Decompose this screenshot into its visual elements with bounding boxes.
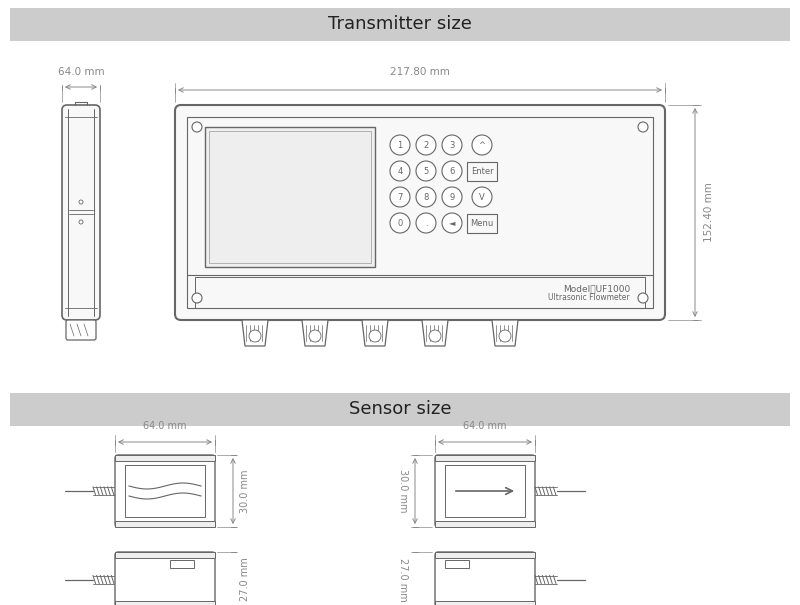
Text: 5: 5 (423, 166, 429, 175)
Bar (435, 601, 535, 605)
Text: Enter: Enter (470, 166, 494, 175)
Text: 4: 4 (398, 166, 402, 175)
Text: 0: 0 (398, 218, 402, 227)
Bar (10, 393, 790, 426)
Circle shape (416, 187, 436, 207)
FancyBboxPatch shape (435, 552, 535, 605)
Circle shape (369, 330, 381, 342)
Bar (467, 214, 497, 232)
Circle shape (416, 135, 436, 155)
Circle shape (442, 187, 462, 207)
Text: Menu: Menu (470, 218, 494, 227)
Bar (445, 560, 469, 568)
Circle shape (442, 161, 462, 181)
Bar (115, 601, 215, 605)
Bar (195, 277, 645, 308)
Bar (435, 455, 535, 461)
Bar (10, 8, 790, 41)
Text: 64.0 mm: 64.0 mm (58, 67, 104, 77)
Circle shape (192, 122, 202, 132)
Bar (187, 117, 653, 308)
Circle shape (442, 135, 462, 155)
Polygon shape (422, 320, 448, 346)
Circle shape (390, 213, 410, 233)
Text: 64.0 mm: 64.0 mm (143, 421, 186, 431)
Circle shape (390, 135, 410, 155)
Circle shape (499, 330, 511, 342)
Bar (435, 521, 535, 527)
Circle shape (472, 187, 492, 207)
Text: Sensor size: Sensor size (349, 400, 451, 418)
Circle shape (390, 187, 410, 207)
Bar (445, 465, 525, 517)
Text: 7: 7 (398, 192, 402, 201)
Text: 1: 1 (398, 140, 402, 149)
Circle shape (192, 293, 202, 303)
Text: Model：UF1000: Model：UF1000 (562, 284, 630, 293)
Text: 8: 8 (423, 192, 429, 201)
Circle shape (390, 161, 410, 181)
Polygon shape (492, 320, 518, 346)
Circle shape (249, 330, 261, 342)
Text: .: . (425, 218, 427, 227)
Bar (467, 162, 497, 180)
FancyBboxPatch shape (435, 455, 535, 527)
Circle shape (79, 200, 83, 204)
Text: Transmitter size: Transmitter size (328, 15, 472, 33)
Text: ◄: ◄ (449, 218, 455, 227)
Circle shape (79, 220, 83, 224)
Text: 152.40 mm: 152.40 mm (704, 183, 714, 243)
Circle shape (472, 135, 492, 155)
Text: 64.0 mm: 64.0 mm (463, 421, 506, 431)
Bar (170, 560, 194, 568)
Text: 9: 9 (450, 192, 454, 201)
Bar (205, 127, 375, 267)
Text: 2: 2 (423, 140, 429, 149)
Bar (209, 131, 371, 263)
Text: 30.0 mm: 30.0 mm (240, 469, 250, 513)
Text: 3: 3 (450, 140, 454, 149)
Bar (125, 465, 205, 517)
Text: 6: 6 (450, 166, 454, 175)
Text: 27.0 mm: 27.0 mm (240, 558, 250, 601)
Text: Ultrasonic Flowmeter: Ultrasonic Flowmeter (548, 293, 630, 302)
Text: 217.80 mm: 217.80 mm (390, 67, 450, 77)
FancyBboxPatch shape (62, 105, 100, 320)
Polygon shape (302, 320, 328, 346)
Circle shape (638, 122, 648, 132)
Bar (115, 455, 215, 461)
Circle shape (416, 213, 436, 233)
Bar (435, 552, 535, 558)
Bar (115, 552, 215, 558)
Polygon shape (362, 320, 388, 346)
Circle shape (309, 330, 321, 342)
Bar (115, 521, 215, 527)
Circle shape (429, 330, 441, 342)
Circle shape (638, 293, 648, 303)
Circle shape (442, 213, 462, 233)
FancyBboxPatch shape (66, 320, 96, 340)
Text: 30.0 mm: 30.0 mm (398, 469, 408, 513)
Text: V: V (479, 192, 485, 201)
FancyBboxPatch shape (115, 552, 215, 605)
FancyBboxPatch shape (175, 105, 665, 320)
Circle shape (416, 161, 436, 181)
FancyBboxPatch shape (115, 455, 215, 527)
Polygon shape (242, 320, 268, 346)
Text: ^: ^ (478, 140, 486, 149)
Text: 27.0 mm: 27.0 mm (398, 558, 408, 601)
